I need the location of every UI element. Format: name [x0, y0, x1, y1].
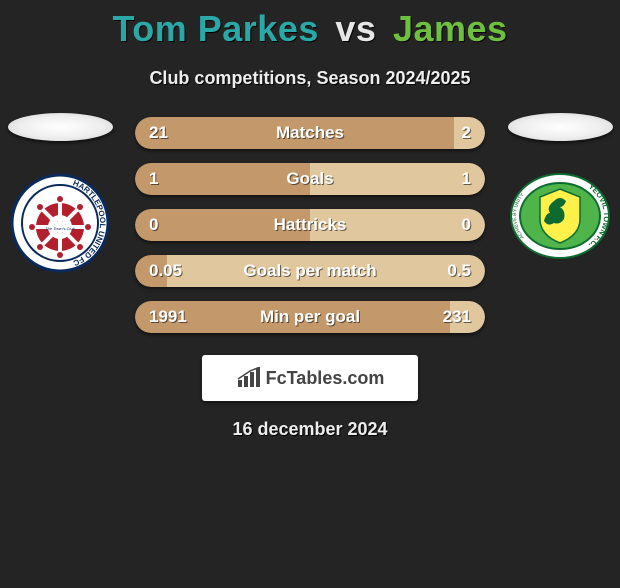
player1-avatar-placeholder — [8, 113, 113, 141]
stat-bar: 11Goals — [135, 163, 485, 195]
stat-bar: 00Hattricks — [135, 209, 485, 241]
player2-name: James — [393, 8, 508, 49]
chart-icon — [236, 367, 262, 389]
player1-club-crest: HARTLEPOOL UNITED FC Th — [10, 173, 110, 273]
stat-label: Matches — [135, 123, 485, 143]
attribution-badge: FcTables.com — [202, 355, 418, 401]
stat-label: Goals per match — [135, 261, 485, 281]
stat-bar: 0.050.5Goals per match — [135, 255, 485, 287]
vs-separator: vs — [335, 8, 376, 49]
player2-side: YEOVIL TOWN F.C. ACHIEVE BY UNITY — [500, 117, 620, 259]
stat-label: Hattricks — [135, 215, 485, 235]
comparison-title: Tom Parkes vs James — [0, 8, 620, 50]
player2-club-crest: YEOVIL TOWN F.C. ACHIEVE BY UNITY — [510, 173, 610, 259]
comparison-arena: HARTLEPOOL UNITED FC Th — [0, 117, 620, 333]
stat-label: Goals — [135, 169, 485, 189]
stat-label: Min per goal — [135, 307, 485, 327]
stat-bar: 1991231Min per goal — [135, 301, 485, 333]
subtitle: Club competitions, Season 2024/2025 — [0, 68, 620, 89]
stat-bars: 212Matches 11Goals 00Hattricks 0.050.5Goals… — [135, 117, 485, 333]
player1-side: HARTLEPOOL UNITED FC Th — [0, 117, 120, 273]
stat-bar: 212Matches — [135, 117, 485, 149]
player1-name: Tom Parkes — [112, 8, 318, 49]
generation-date: 16 december 2024 — [0, 419, 620, 440]
player2-avatar-placeholder — [508, 113, 613, 141]
svg-text:The Town's Club: The Town's Club — [45, 226, 75, 231]
attribution-text: FcTables.com — [266, 368, 385, 389]
